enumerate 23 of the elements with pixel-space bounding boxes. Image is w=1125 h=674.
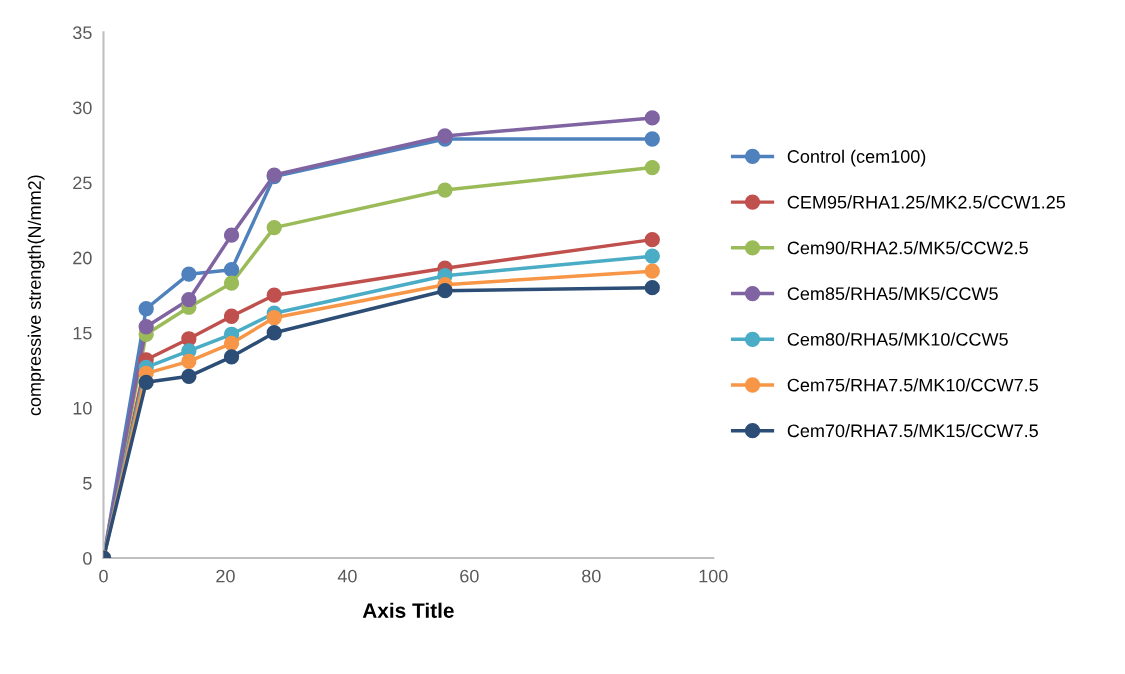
x-tick-label: 60 <box>460 569 479 583</box>
y-tick-label: 30 <box>73 101 92 115</box>
y-tick-label: 20 <box>73 251 92 265</box>
legend-label: Cem85/RHA5/MK5/CCW5 <box>787 286 998 301</box>
legend-label: Control (cem100) <box>787 149 926 167</box>
y-tick-label: 35 <box>73 26 92 40</box>
x-tick-label: 100 <box>699 569 728 583</box>
x-tick-label: 20 <box>216 569 235 583</box>
legend-label: Cem75/RHA7.5/MK10/CCW7.5 <box>787 378 1038 392</box>
y-tick-label: 5 <box>83 477 92 490</box>
x-tick-label: 80 <box>582 569 601 583</box>
y-tick-label: 0 <box>83 552 92 565</box>
y-tick-label: 15 <box>73 326 92 340</box>
y-tick-label: 10 <box>73 401 92 415</box>
legend-label: Cem90/RHA2.5/MK5/CCW2.5 <box>787 241 1028 255</box>
x-tick-label: 0 <box>99 569 108 583</box>
legend-label: Cem70/RHA7.5/MK15/CCW7.5 <box>787 423 1038 438</box>
y-tick-label: 25 <box>73 176 92 190</box>
legend-label: Cem80/RHA5/MK10/CCW5 <box>787 332 1008 346</box>
x-tick-label: 40 <box>337 569 357 583</box>
y-axis-title: compressive strength(N/mm2) <box>27 175 45 416</box>
legend-label: CEM95/RHA1.25/MK2.5/CCW1.25 <box>787 195 1066 209</box>
x-axis-title: Axis Title <box>362 602 454 618</box>
